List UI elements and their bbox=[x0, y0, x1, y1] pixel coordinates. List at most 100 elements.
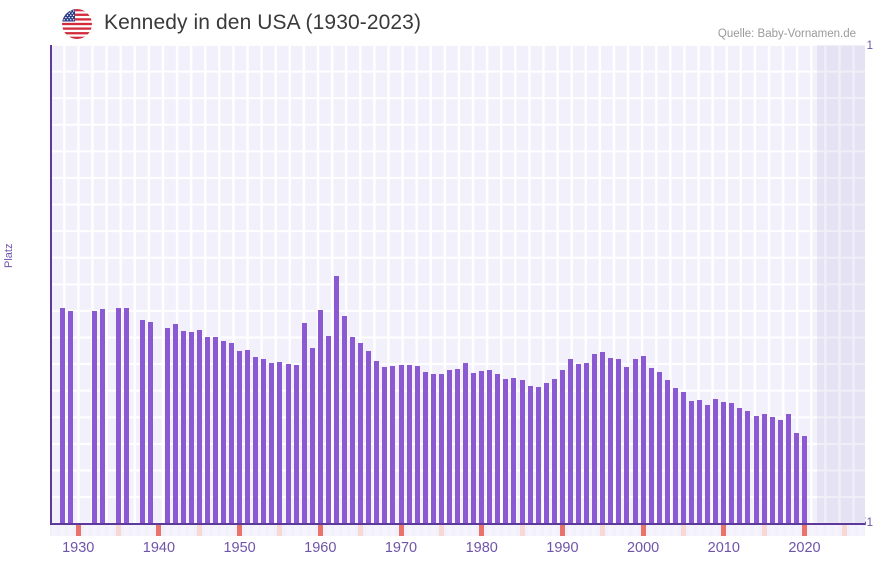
bar[interactable] bbox=[277, 362, 283, 523]
bar[interactable] bbox=[293, 365, 299, 523]
bar[interactable] bbox=[785, 414, 791, 523]
bar[interactable] bbox=[317, 310, 323, 523]
bar[interactable] bbox=[454, 369, 460, 523]
bar[interactable] bbox=[753, 416, 759, 523]
bar[interactable] bbox=[495, 374, 501, 523]
bar[interactable] bbox=[446, 370, 452, 523]
bar[interactable] bbox=[269, 363, 275, 523]
bar[interactable] bbox=[592, 354, 598, 523]
x-tick-major bbox=[640, 525, 646, 536]
bar[interactable] bbox=[204, 337, 210, 523]
bar[interactable] bbox=[584, 363, 590, 523]
bar[interactable] bbox=[196, 330, 202, 523]
x-tick-cell bbox=[325, 525, 331, 536]
bar[interactable] bbox=[301, 323, 307, 523]
bar[interactable] bbox=[59, 308, 65, 523]
bar[interactable] bbox=[350, 337, 356, 523]
bar[interactable] bbox=[67, 311, 73, 523]
bar[interactable] bbox=[398, 365, 404, 523]
bar[interactable] bbox=[188, 332, 194, 523]
x-tick-cell bbox=[269, 525, 275, 536]
page-title: Kennedy in den USA (1930-2023) bbox=[104, 11, 422, 34]
bar[interactable] bbox=[567, 359, 573, 523]
bar[interactable] bbox=[309, 348, 315, 523]
bar[interactable] bbox=[438, 374, 444, 523]
bar[interactable] bbox=[503, 379, 509, 523]
bar[interactable] bbox=[721, 402, 727, 523]
bar[interactable] bbox=[479, 371, 485, 523]
bar[interactable] bbox=[664, 380, 670, 523]
bar[interactable] bbox=[777, 420, 783, 523]
x-tick-cell bbox=[810, 525, 816, 536]
x-tick-cell bbox=[616, 525, 622, 536]
bar[interactable] bbox=[769, 417, 775, 523]
bar[interactable] bbox=[656, 372, 662, 523]
bar[interactable] bbox=[648, 368, 654, 523]
bar[interactable] bbox=[99, 309, 105, 523]
bar[interactable] bbox=[406, 365, 412, 523]
bar[interactable] bbox=[430, 374, 436, 523]
bar[interactable] bbox=[697, 400, 703, 523]
bar[interactable] bbox=[212, 337, 218, 523]
bar[interactable] bbox=[519, 380, 525, 523]
x-axis-tick-strip bbox=[50, 525, 865, 536]
bar[interactable] bbox=[333, 276, 339, 523]
bar[interactable] bbox=[689, 401, 694, 523]
bar[interactable] bbox=[793, 433, 799, 523]
x-axis-tick-label: 2010 bbox=[707, 540, 740, 556]
bar[interactable] bbox=[576, 364, 582, 523]
bar[interactable] bbox=[761, 414, 767, 523]
bar[interactable] bbox=[632, 359, 638, 523]
x-tick-cell bbox=[535, 525, 541, 536]
bar[interactable] bbox=[140, 320, 146, 523]
x-tick-cell bbox=[51, 525, 57, 536]
bar[interactable] bbox=[616, 359, 622, 523]
bar[interactable] bbox=[705, 405, 711, 523]
bar[interactable] bbox=[229, 343, 235, 523]
bar[interactable] bbox=[414, 366, 420, 523]
bar[interactable] bbox=[148, 322, 154, 523]
bar[interactable] bbox=[382, 367, 388, 523]
bar[interactable] bbox=[543, 383, 549, 523]
bar[interactable] bbox=[390, 366, 396, 523]
bar[interactable] bbox=[91, 311, 97, 523]
bar[interactable] bbox=[342, 316, 348, 523]
bar[interactable] bbox=[237, 351, 243, 523]
bar[interactable] bbox=[729, 403, 735, 523]
bar[interactable] bbox=[358, 343, 364, 523]
bar[interactable] bbox=[253, 357, 259, 523]
bar[interactable] bbox=[559, 370, 565, 523]
bar[interactable] bbox=[608, 358, 614, 523]
bar[interactable] bbox=[325, 336, 331, 523]
bar[interactable] bbox=[180, 331, 186, 523]
bar[interactable] bbox=[220, 341, 226, 523]
bar[interactable] bbox=[172, 324, 178, 523]
bar[interactable] bbox=[672, 388, 678, 523]
bar[interactable] bbox=[737, 408, 743, 523]
bar[interactable] bbox=[713, 399, 719, 523]
bar[interactable] bbox=[535, 387, 541, 523]
bar[interactable] bbox=[463, 363, 469, 523]
bar[interactable] bbox=[261, 359, 267, 523]
bar[interactable] bbox=[285, 364, 291, 523]
bar[interactable] bbox=[124, 308, 130, 523]
bar[interactable] bbox=[527, 386, 533, 523]
bar[interactable] bbox=[745, 411, 751, 523]
bar[interactable] bbox=[801, 436, 807, 523]
bar[interactable] bbox=[600, 352, 606, 523]
bar[interactable] bbox=[624, 367, 630, 523]
bar[interactable] bbox=[511, 378, 517, 523]
bar[interactable] bbox=[487, 370, 493, 523]
bar[interactable] bbox=[422, 372, 428, 523]
bar[interactable] bbox=[366, 351, 372, 523]
bar[interactable] bbox=[640, 356, 646, 523]
bar[interactable] bbox=[164, 328, 170, 523]
bar[interactable] bbox=[374, 361, 380, 523]
bar[interactable] bbox=[471, 373, 477, 523]
x-tick-minor bbox=[761, 525, 767, 536]
bar[interactable] bbox=[551, 379, 557, 523]
bar[interactable] bbox=[245, 350, 251, 523]
bar[interactable] bbox=[116, 308, 122, 523]
x-axis-tick-label: 1990 bbox=[546, 540, 579, 556]
bar[interactable] bbox=[680, 392, 686, 523]
